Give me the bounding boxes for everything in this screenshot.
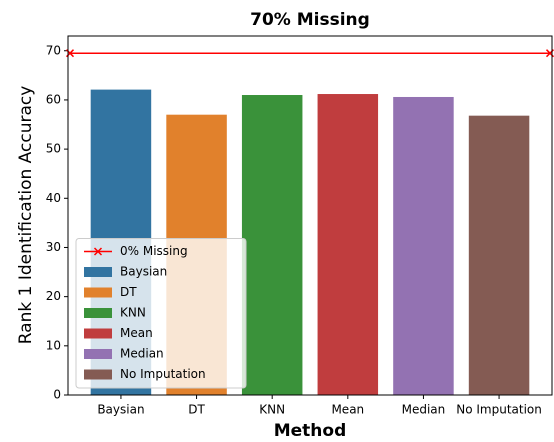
bar: [468, 115, 530, 396]
y-axis-label: Rank 1 Identification Accuracy: [16, 86, 36, 345]
y-tick-label: 70: [46, 43, 61, 57]
y-tick-label: 50: [46, 142, 61, 156]
legend-marker: [93, 247, 103, 256]
x-tick-label: DT: [188, 403, 205, 417]
y-tick-label: 40: [46, 191, 61, 205]
x-tick-label: Median: [402, 403, 446, 417]
legend-label: KNN: [120, 306, 146, 320]
x-tick-label: KNN: [259, 403, 285, 417]
bar: [317, 94, 379, 395]
y-tick-label: 20: [46, 289, 61, 303]
y-tick-label: 30: [46, 240, 61, 254]
y-tick-label: 60: [46, 92, 61, 106]
legend-label: Median: [120, 347, 164, 361]
legend-swatch: [84, 328, 112, 339]
bar: [393, 96, 454, 395]
legend-swatch: [84, 267, 112, 277]
x-tick-label: No Imputation: [456, 403, 542, 417]
x-tick-label: Baysian: [97, 403, 144, 417]
x-tick-label: Mean: [331, 403, 364, 417]
plot-frame: [67, 35, 553, 396]
legend-label: Baysian: [120, 265, 167, 279]
y-tick-label: 10: [46, 338, 61, 352]
x-axis-label: Method: [274, 421, 347, 441]
y-tick-label: 0: [53, 388, 61, 402]
legend-swatch: [84, 369, 112, 380]
legend-swatch: [84, 308, 112, 318]
bar: [241, 95, 303, 395]
legend-swatch: [84, 287, 112, 298]
legend-label: Mean: [120, 326, 153, 340]
legend-label: No Imputation: [120, 367, 206, 381]
legend-label: DT: [120, 285, 137, 299]
legend-label: 0% Missing: [120, 244, 188, 258]
legend-swatch: [84, 349, 112, 359]
legend-box: [75, 238, 247, 389]
chart-title: 70% Missing: [250, 10, 370, 30]
